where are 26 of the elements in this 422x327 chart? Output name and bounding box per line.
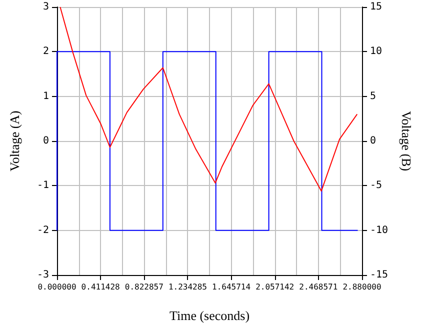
y2-axis-title: Voltage (B) [399,110,414,172]
y-tick-label: 1 [42,90,49,102]
y-tick-label: 2 [42,46,49,58]
x-tick-label: 1.645714 [212,282,251,292]
y-tick-label: -3 [36,270,49,280]
x-tick-label: 0.000000 [38,282,76,292]
y2-tick-label: 0 [370,136,376,146]
y2-tick-label: 10 [370,46,382,58]
x-tick-label: 2.880000 [342,282,382,292]
y2-tick-label: -5 [370,180,382,192]
y2-tick-label: -10 [370,224,388,236]
y-tick-label: 3 [42,2,49,12]
x-tick-label: 0.411428 [81,282,120,292]
y-axis-title: Voltage (A) [7,110,22,172]
x-tick-label: 1.234285 [168,282,208,292]
y2-tick-label: 5 [370,90,376,102]
y2-tick-label: 15 [370,2,382,12]
x-tick-label: 0.822857 [124,282,164,292]
x-axis-title: Time (seconds) [169,308,250,323]
x-tick-label: 2.057142 [256,282,294,292]
x-tick-label: 2.468571 [299,282,338,292]
y-tick-label: 0 [42,136,49,146]
line-series [60,6,358,192]
y-tick-label: -1 [36,180,49,192]
y-tick-label: -2 [36,224,49,236]
y2-tick-label: -15 [370,270,388,280]
